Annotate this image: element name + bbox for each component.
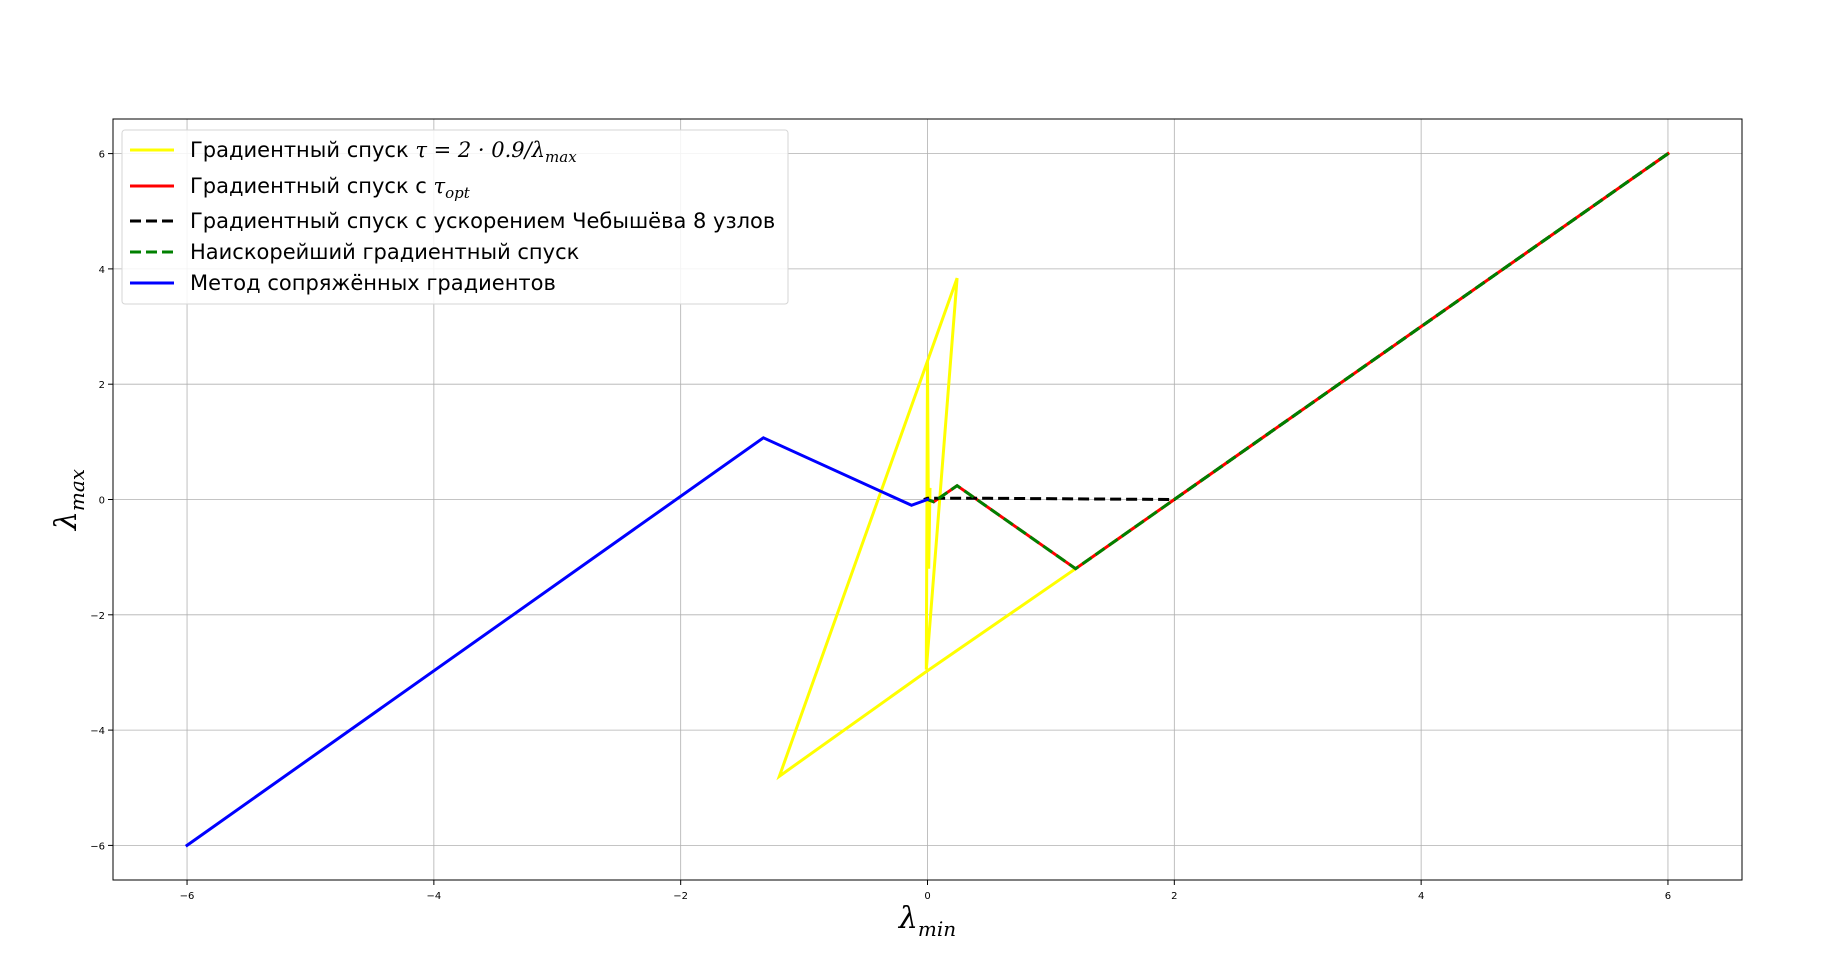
x-axis-label: λmin bbox=[898, 901, 956, 941]
y-axis-label-sub: max bbox=[65, 469, 89, 511]
y-tick-label: 4 bbox=[99, 265, 105, 276]
y-tick-label: −4 bbox=[90, 726, 105, 737]
y-tick-label: 0 bbox=[99, 496, 105, 507]
x-tick-label: 4 bbox=[1418, 891, 1424, 902]
y-axis-label: λmax bbox=[49, 469, 89, 531]
legend: Градиентный спуск τ = 2 · 0.9/λmax Градие… bbox=[121, 129, 789, 305]
legend-label-1: Градиентный спуск τ = 2 · 0.9/λmax bbox=[190, 138, 577, 166]
series-line-4 bbox=[926, 152, 1669, 571]
legend-label-2: Градиентный спуск с τopt bbox=[190, 174, 471, 202]
x-tick-label: −4 bbox=[426, 891, 441, 902]
y-axis-label-base: λ bbox=[49, 511, 84, 531]
ticks: −6 −4 −2 0 2 4 6 −6 −4 −2 0 2 4 6 bbox=[90, 150, 1671, 902]
x-tick-label: −2 bbox=[673, 891, 688, 902]
x-tick-label: 0 bbox=[924, 891, 930, 902]
y-tick-label: 2 bbox=[99, 380, 105, 391]
series-layer bbox=[184, 151, 1671, 848]
x-tick-label: 2 bbox=[1171, 891, 1177, 902]
grid bbox=[113, 119, 1742, 880]
y-tick-label: 6 bbox=[99, 150, 105, 161]
y-tick-label: −2 bbox=[90, 611, 105, 622]
x-axis-label-sub: min bbox=[918, 917, 956, 941]
x-axis-label-base: λ bbox=[898, 901, 918, 936]
series-line-5 bbox=[184, 436, 930, 848]
legend-label-4: Наискорейший градиентный спуск bbox=[190, 240, 579, 264]
x-tick-label: 6 bbox=[1665, 891, 1671, 902]
legend-box bbox=[121, 129, 789, 305]
y-tick-label: −6 bbox=[90, 841, 105, 852]
legend-label-5: Метод сопряжённых градиентов bbox=[190, 271, 556, 295]
x-tick-label: −6 bbox=[180, 891, 195, 902]
series-line-3 bbox=[923, 152, 1669, 502]
series-line-2 bbox=[925, 151, 1671, 571]
legend-label-3: Градиентный спуск с ускорением Чебышёва … bbox=[190, 209, 775, 233]
